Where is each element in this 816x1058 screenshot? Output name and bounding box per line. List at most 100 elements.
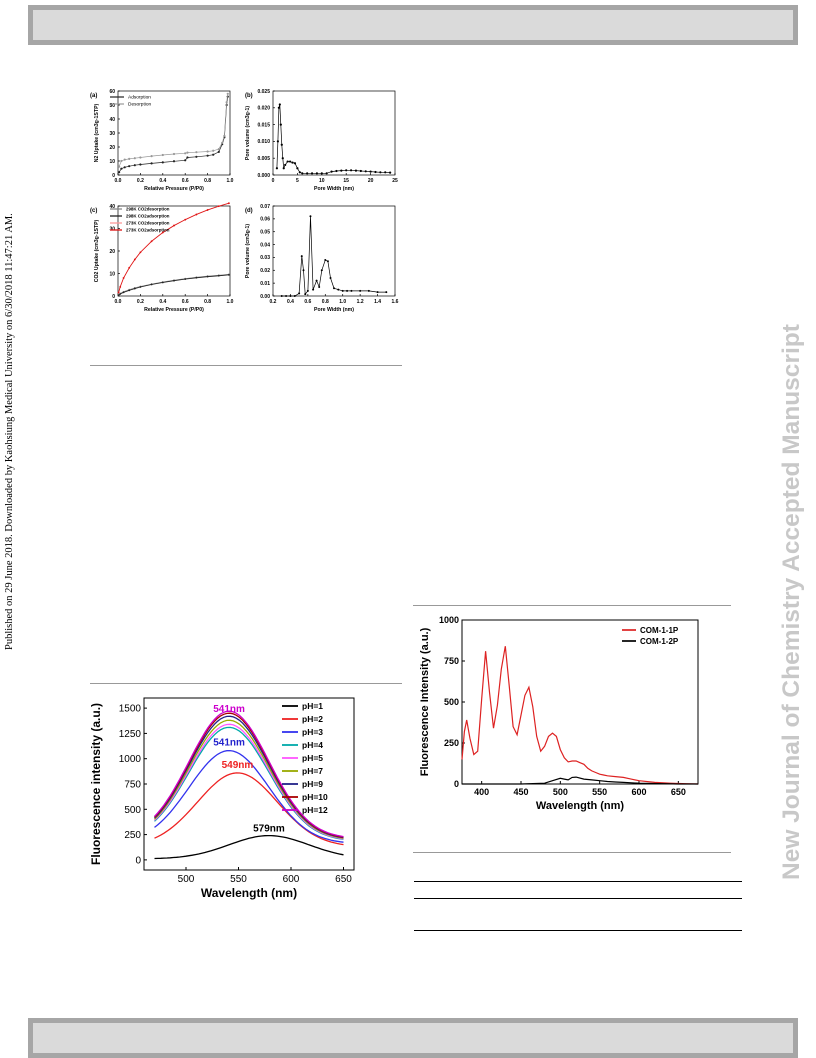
y-tick-label: 0 [112, 294, 115, 300]
y-tick-label: 30 [109, 226, 115, 232]
data-point [123, 158, 126, 161]
x-tick-label: 10 [319, 178, 325, 184]
data-point [298, 171, 301, 174]
y-tick-label: 0.02 [260, 268, 270, 274]
plot-frame [272, 205, 396, 297]
series-line [118, 274, 229, 296]
data-point [278, 103, 281, 106]
data-point [217, 150, 220, 153]
data-point [293, 162, 297, 165]
data-point [195, 213, 198, 216]
y-tick-label: 0.005 [257, 156, 270, 162]
data-point [172, 160, 176, 163]
series-line [154, 710, 344, 838]
y-tick-label: 500 [444, 697, 459, 707]
data-point [276, 140, 279, 143]
data-point [298, 292, 301, 295]
data-point [318, 286, 321, 288]
y-tick-label: 750 [124, 780, 141, 791]
data-point [389, 171, 392, 174]
x-tick-label: 5 [296, 178, 299, 184]
y-tick-label: 0 [135, 855, 141, 866]
y-axis-label: Pore volume (cm3g-1) [245, 224, 251, 278]
data-point [184, 218, 187, 221]
peak-annotation: 541nm [213, 738, 245, 749]
data-point [364, 170, 367, 173]
y-axis-label: N2 Uptake (cm3g-1STP) [94, 103, 100, 162]
data-point [280, 143, 283, 146]
data-point [340, 169, 343, 172]
data-point [310, 172, 314, 175]
plot-frame [117, 205, 231, 297]
x-tick-label: 450 [513, 787, 528, 797]
y-tick-label: 10 [109, 271, 115, 277]
data-point [277, 106, 280, 109]
data-point [122, 277, 125, 279]
legend-label: pH=4 [302, 740, 323, 750]
data-point [282, 167, 285, 170]
x-tick-label: 0.8 [204, 299, 211, 305]
data-point [306, 289, 309, 292]
data-point [128, 157, 131, 160]
data-point [312, 288, 315, 291]
data-point [206, 209, 209, 211]
chart-pore-distribution-micro: 0.2 0.4 0.6 0.8 1.0 1.2 1.4 1.6 0.00 0.01 0.02 0.03… [245, 204, 399, 313]
data-point [326, 260, 329, 263]
x-tick-label: 500 [178, 874, 195, 885]
data-point [304, 293, 307, 296]
data-point [279, 123, 282, 126]
y-tick-label: 30 [109, 131, 115, 137]
data-point [217, 274, 220, 277]
y-tick-label: 0.03 [260, 255, 270, 261]
peak-annotation: 549nm [222, 760, 254, 771]
legend-label: pH=5 [302, 753, 323, 763]
data-point [122, 291, 125, 294]
data-point [286, 160, 289, 163]
series-line [154, 723, 344, 840]
legend-label: Desorption [128, 102, 152, 108]
data-point [291, 161, 294, 164]
data-point [133, 164, 136, 167]
legend-label: 273K CO2adsorption [126, 228, 170, 233]
panel-label: (c) [90, 208, 97, 214]
y-tick-label: 10 [109, 159, 115, 165]
data-point [320, 269, 323, 272]
data-point [346, 289, 349, 292]
data-point [118, 171, 121, 174]
data-point [281, 157, 284, 160]
data-point [223, 134, 226, 137]
data-point [225, 101, 228, 104]
y-tick-label: 0.00 [260, 294, 270, 300]
panel-label: (d) [245, 208, 253, 214]
data-point [195, 155, 198, 158]
table-rule [414, 881, 742, 882]
y-axis-label: CO2 Uptake (cm3g-1STP) [94, 219, 100, 282]
x-axis-label: Relative Pressure (P/P0) [144, 307, 204, 313]
x-tick-label: 600 [283, 874, 300, 885]
series-line [154, 749, 344, 843]
x-axis-label: Pore Width (nm) [314, 307, 354, 313]
data-point [150, 283, 153, 286]
y-tick-label: 0.04 [260, 242, 270, 248]
data-point [184, 159, 187, 162]
data-point [309, 215, 312, 218]
y-axis-label: Pore volume (cm3g-1) [245, 106, 251, 160]
chart-fluorescence-com: 400 450 500 550 600 650 0 250 500 750 1000 Waveleng… [419, 615, 699, 812]
series-line [281, 216, 387, 297]
y-tick-label: 0.000 [257, 173, 270, 179]
data-point [173, 224, 175, 227]
y-tick-label: 40 [109, 117, 115, 123]
legend-label: 298K CO2adsorption [126, 214, 170, 219]
x-tick-label: 25 [392, 178, 398, 184]
data-point [150, 162, 153, 165]
publication-note: Published on 29 June 2018. Downloaded by… [4, 180, 15, 650]
data-point [150, 155, 153, 158]
y-tick-label: 0 [112, 173, 115, 179]
data-point [226, 92, 229, 95]
data-point [119, 286, 122, 288]
x-axis-label: Wavelength (nm) [536, 800, 625, 812]
data-point [320, 172, 323, 175]
data-point [133, 258, 136, 261]
data-point [133, 157, 136, 160]
legend-label: pH=3 [302, 727, 323, 737]
